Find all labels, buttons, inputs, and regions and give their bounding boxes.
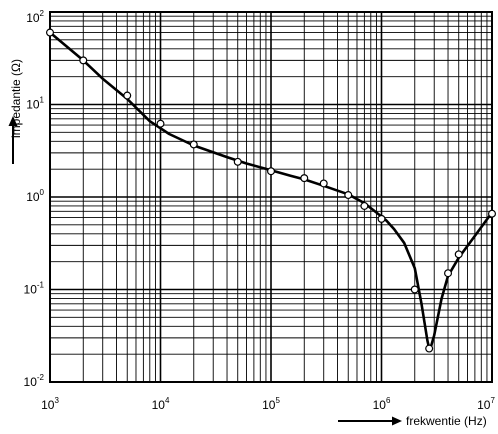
data-point xyxy=(123,91,132,100)
plot-frame xyxy=(49,11,493,383)
y-tick-label: 102 xyxy=(26,9,44,25)
data-point xyxy=(267,167,276,176)
x-tick-label: 104 xyxy=(152,396,170,412)
y-tick-labels: 10-2 10-1 100 101 102 xyxy=(24,9,45,389)
y-tick-label: 100 xyxy=(26,188,44,204)
impedance-curve xyxy=(49,31,494,350)
data-point xyxy=(344,191,353,200)
data-point xyxy=(45,28,54,37)
y-tick-label: 101 xyxy=(26,96,44,112)
x-tick-label: 103 xyxy=(41,396,59,412)
data-point xyxy=(300,174,309,183)
y-tick-label: 10-1 xyxy=(24,281,45,297)
data-point xyxy=(454,250,463,259)
data-points xyxy=(45,28,497,353)
data-point xyxy=(444,269,453,278)
grid xyxy=(49,12,492,383)
data-point xyxy=(189,140,198,149)
data-point xyxy=(425,344,434,353)
y-axis-label: impedantie (Ω) xyxy=(9,59,23,138)
x-tick-label: 105 xyxy=(262,396,280,412)
y-tick-label: 10-2 xyxy=(24,373,45,389)
y-axis-arrow xyxy=(8,116,18,164)
x-tick-labels: 103 104 105 106 107 xyxy=(41,396,495,412)
data-point xyxy=(360,201,369,210)
data-point xyxy=(488,209,497,218)
x-tick-label: 106 xyxy=(373,396,391,412)
data-point xyxy=(156,119,165,128)
data-point xyxy=(410,285,419,294)
data-point xyxy=(79,56,88,65)
data-point xyxy=(319,179,328,188)
data-point xyxy=(377,214,386,223)
data-point xyxy=(233,157,242,166)
x-axis-label: frekwentie (Hz) xyxy=(406,414,487,428)
x-tick-label: 107 xyxy=(477,396,495,412)
x-axis-arrow xyxy=(338,416,402,426)
